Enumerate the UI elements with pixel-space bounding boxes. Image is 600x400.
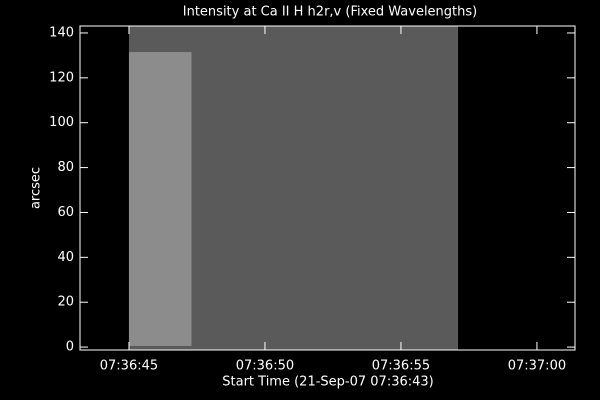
y-tick-label: 40	[57, 250, 74, 265]
y-tick-label: 140	[49, 25, 74, 40]
x-tick-label: 07:36:55	[372, 359, 430, 374]
y-tick-label: 120	[49, 70, 74, 85]
y-tick-label: 0	[66, 340, 74, 355]
x-tick-label: 07:36:50	[236, 359, 294, 374]
chart-title: Intensity at Ca II H h2r,v (Fixed Wavele…	[183, 5, 477, 20]
plot-frame	[79, 25, 576, 351]
x-tick-label: 07:37:00	[508, 359, 566, 374]
x-axis-label: Start Time (21-Sep-07 07:36:43)	[222, 375, 433, 390]
bright-region	[128, 52, 192, 346]
y-tick-label: 60	[57, 205, 74, 220]
y-tick-label: 100	[49, 115, 74, 130]
x-tick-label: 07:36:45	[100, 359, 158, 374]
y-tick-label: 20	[57, 295, 74, 310]
y-axis-label: arcsec	[29, 167, 44, 209]
y-tick-label: 80	[57, 160, 74, 175]
